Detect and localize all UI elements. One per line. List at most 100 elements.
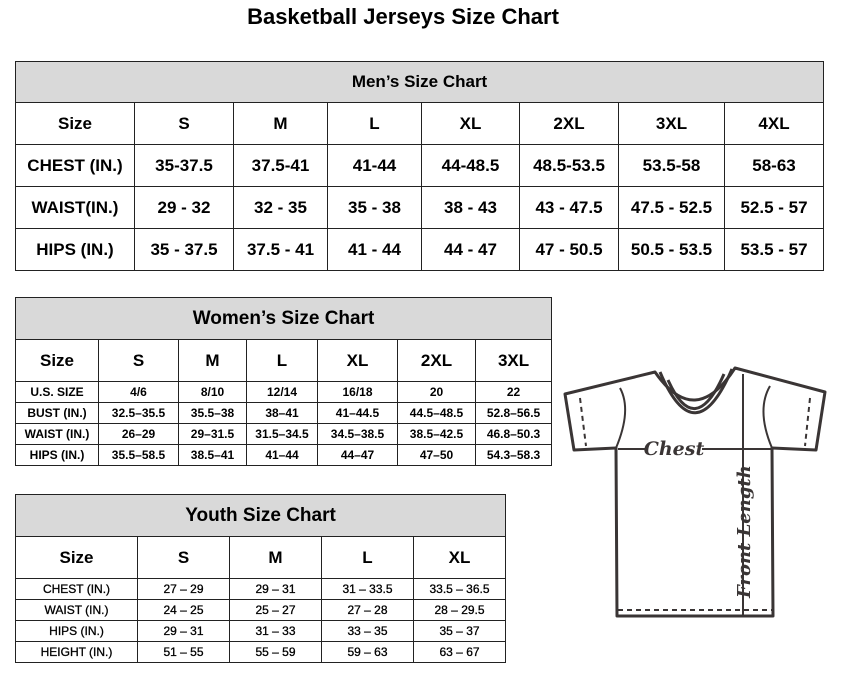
header-cell: S (137, 536, 230, 579)
header-cell: 2XL (519, 102, 619, 145)
table-cell: 31.5–34.5 (246, 423, 318, 445)
header-cell: XL (317, 339, 398, 382)
table-header-row: Size S M L XL (15, 536, 507, 579)
table-cell: 48.5-53.5 (519, 144, 619, 187)
table-row: U.S. SIZE 4/6 8/10 12/14 16/18 20 22 (15, 381, 553, 403)
header-cell: S (98, 339, 179, 382)
table-cell: 55 – 59 (229, 641, 322, 663)
table-cell: 29–31.5 (178, 423, 247, 445)
table-cell: 47.5 - 52.5 (618, 186, 725, 229)
table-cell: 46.8–50.3 (474, 423, 553, 445)
table-cell: 35 - 37.5 (134, 228, 234, 271)
table-cell: 29 – 31 (229, 578, 322, 600)
table-row: WAIST (IN.) 26–29 29–31.5 31.5–34.5 34.5–38.… (15, 423, 553, 445)
table-cell: 59 – 63 (321, 641, 414, 663)
table-row: HIPS (IN.) 35 - 37.5 37.5 - 41 41 - 44 44 - … (15, 228, 825, 271)
table-cell: 26–29 (98, 423, 179, 445)
youth-size-table: Youth Size Chart Size S M L XL CHEST (IN.) 27… (14, 494, 507, 663)
table-row: BUST (IN.) 32.5–35.5 35.5–38 38–41 41–44.5 44… (15, 402, 553, 424)
header-cell: L (321, 536, 414, 579)
table-cell: 37.5 - 41 (233, 228, 328, 271)
header-cell: Size (15, 102, 135, 145)
table-cell: 63 – 67 (412, 641, 507, 663)
table-row: CHEST (IN.) 35-37.5 37.5-41 41-44 44-48.5 48.… (15, 144, 825, 187)
row-label: BUST (IN.) (15, 402, 99, 424)
womens-size-table: Women’s Size Chart Size S M L XL 2XL 3XL U.S. … (14, 297, 553, 466)
table-cell: 29 – 31 (137, 620, 230, 642)
womens-table-title: Women’s Size Chart (14, 297, 553, 340)
table-cell: 20 (397, 381, 476, 403)
mens-table-title: Men’s Size Chart (14, 61, 825, 103)
table-cell: 38–41 (246, 402, 318, 424)
table-cell: 47–50 (397, 444, 476, 466)
table-cell: 28 – 29.5 (412, 599, 507, 621)
table-cell: 31 – 33 (229, 620, 322, 642)
table-cell: 44-48.5 (421, 144, 520, 187)
row-label: WAIST (IN.) (15, 599, 138, 621)
table-cell: 22 (474, 381, 553, 403)
table-cell: 51 – 55 (137, 641, 230, 663)
table-cell: 33.5 – 36.5 (412, 578, 507, 600)
table-cell: 41-44 (327, 144, 422, 187)
row-label: HEIGHT (IN.) (15, 641, 138, 663)
header-cell: M (178, 339, 247, 382)
mens-size-table: Men’s Size Chart Size S M L XL 2XL 3XL 4XL CHES… (14, 61, 825, 271)
table-cell: 54.3–58.3 (474, 444, 553, 466)
header-cell: XL (412, 536, 507, 579)
table-cell: 4/6 (98, 381, 179, 403)
table-cell: 43 - 47.5 (519, 186, 619, 229)
table-cell: 58-63 (723, 144, 825, 187)
table-cell: 52.5 - 57 (723, 186, 825, 229)
row-label: CHEST (IN.) (15, 578, 138, 600)
table-cell: 34.5–38.5 (317, 423, 398, 445)
table-cell: 38 - 43 (421, 186, 520, 229)
table-cell: 25 – 27 (229, 599, 322, 621)
table-cell: 47 - 50.5 (519, 228, 619, 271)
table-row: CHEST (IN.) 27 – 29 29 – 31 31 – 33.5 33.5 –… (15, 578, 507, 600)
table-header-row: Size S M L XL 2XL 3XL (15, 339, 553, 382)
table-cell: 35 - 38 (327, 186, 422, 229)
row-label: U.S. SIZE (15, 381, 99, 403)
table-cell: 27 – 29 (137, 578, 230, 600)
table-cell: 27 – 28 (321, 599, 414, 621)
header-cell: XL (421, 102, 520, 145)
youth-table-title: Youth Size Chart (14, 494, 507, 537)
row-label: WAIST(IN.) (15, 186, 135, 229)
table-cell: 24 – 25 (137, 599, 230, 621)
header-cell: 2XL (397, 339, 476, 382)
table-cell: 53.5 - 57 (723, 228, 825, 271)
table-cell: 8/10 (178, 381, 247, 403)
page-title: Basketball Jerseys Size Chart (247, 4, 559, 29)
header-cell: Size (15, 339, 99, 382)
table-cell: 32.5–35.5 (98, 402, 179, 424)
table-cell: 33 – 35 (321, 620, 414, 642)
table-cell: 37.5-41 (233, 144, 328, 187)
table-row: HIPS (IN.) 35.5–58.5 38.5–41 41–44 44–47 47–5… (15, 444, 553, 466)
header-cell: M (233, 102, 328, 145)
chest-label: Chest (644, 438, 705, 460)
table-cell: 12/14 (246, 381, 318, 403)
header-cell: L (327, 102, 422, 145)
table-cell: 41–44 (246, 444, 318, 466)
row-label: HIPS (IN.) (15, 620, 138, 642)
table-cell: 35 – 37 (412, 620, 507, 642)
row-label: CHEST (IN.) (15, 144, 135, 187)
row-label: HIPS (IN.) (15, 444, 99, 466)
row-label: WAIST (IN.) (15, 423, 99, 445)
table-cell: 35.5–38 (178, 402, 247, 424)
table-cell: 31 – 33.5 (321, 578, 414, 600)
table-cell: 44–47 (317, 444, 398, 466)
table-cell: 44 - 47 (421, 228, 520, 271)
table-cell: 44.5–48.5 (397, 402, 476, 424)
table-cell: 50.5 - 53.5 (618, 228, 725, 271)
table-cell: 35-37.5 (134, 144, 234, 187)
table-cell: 41 - 44 (327, 228, 422, 271)
table-cell: 16/18 (317, 381, 398, 403)
header-cell: 3XL (618, 102, 725, 145)
header-cell: L (246, 339, 318, 382)
table-row: HIPS (IN.) 29 – 31 31 – 33 33 – 35 35 – 37 (15, 620, 507, 642)
table-row: WAIST (IN.) 24 – 25 25 – 27 27 – 28 28 – 29.… (15, 599, 507, 621)
table-cell: 32 - 35 (233, 186, 328, 229)
table-row: HEIGHT (IN.) 51 – 55 55 – 59 59 – 63 63 – 67 (15, 641, 507, 663)
table-row: WAIST(IN.) 29 - 32 32 - 35 35 - 38 38 - 43 43… (15, 186, 825, 229)
